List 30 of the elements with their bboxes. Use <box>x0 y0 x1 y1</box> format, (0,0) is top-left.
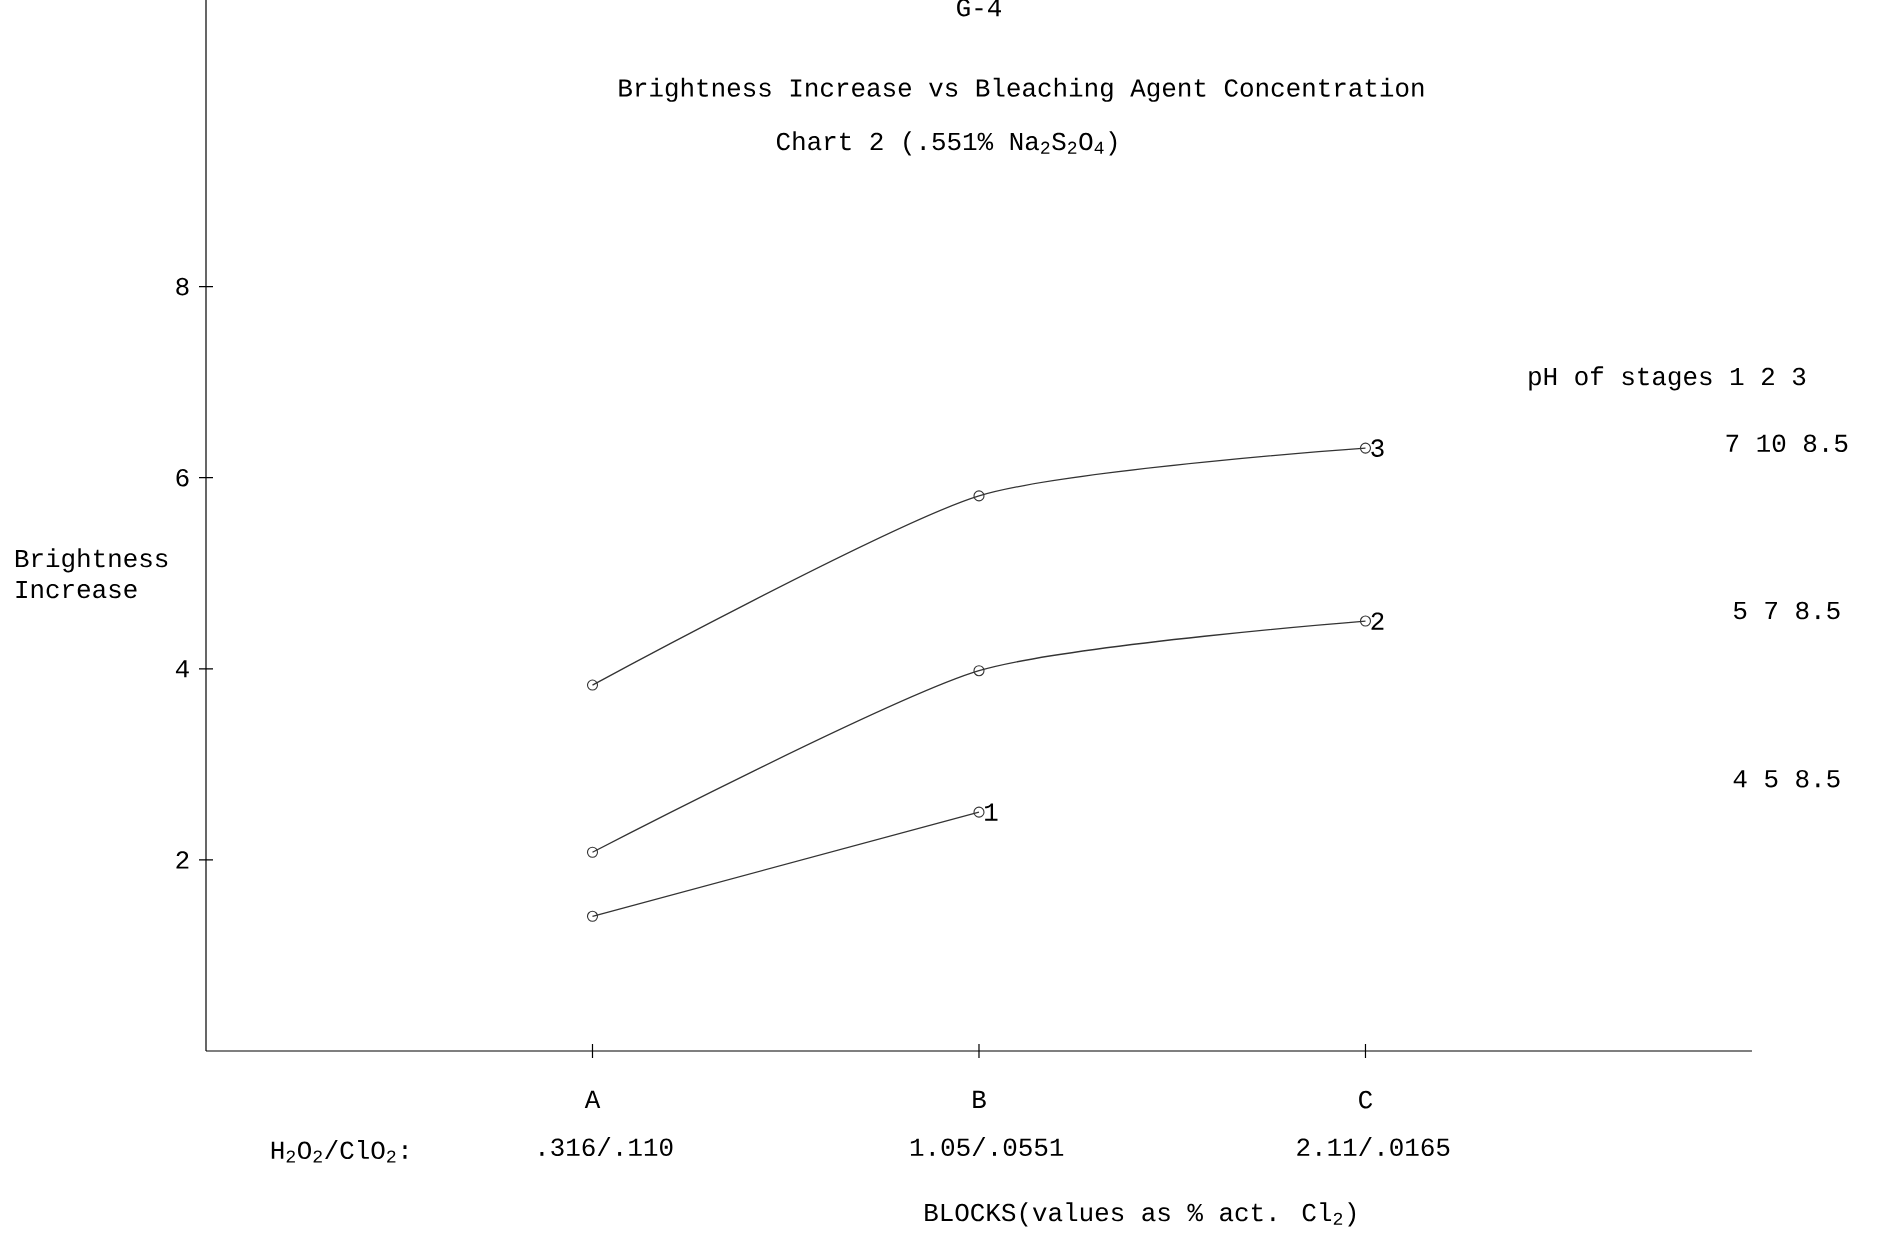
x-tick-label: A <box>584 1090 601 1108</box>
annotation: 5 7 8.5 <box>1733 601 1840 620</box>
annotation: 7 10 8.5 <box>1726 434 1848 453</box>
x-tick-label: B <box>973 1090 986 1108</box>
series-label: 2 <box>1371 612 1384 630</box>
point <box>973 490 985 502</box>
text: .316/.110 <box>540 1137 673 1157</box>
point <box>1359 442 1372 454</box>
series-label: 1 <box>985 803 998 821</box>
text: Chart 2 (.551% Na$_{2}$S$_{2}$O$_{4}$) <box>776 131 1117 156</box>
point <box>586 846 599 858</box>
y-tick-label: 8 <box>176 277 189 296</box>
point <box>1359 615 1372 627</box>
point <box>586 910 599 922</box>
point <box>586 679 599 691</box>
point <box>973 806 985 818</box>
point <box>973 665 985 677</box>
annotation: pH of stages 1 2 3 <box>1529 366 1806 391</box>
y-tick-label: 6 <box>176 468 189 487</box>
y-axis-title: Brightness Increase <box>15 548 168 599</box>
text: H$_{2}$O$_{2}$/ClO$_{2}$: <box>271 1140 407 1163</box>
text: Brightness Increase vs Bleaching Agent Concentration <box>619 77 1424 102</box>
series-label: 3 <box>1371 439 1384 457</box>
y-tick-label: 4 <box>175 660 189 678</box>
x-tick-label: C <box>1359 1090 1373 1109</box>
x-axis-title: BLOCKS(values as % act. Cl$_{2}$) <box>925 1202 1356 1227</box>
y-tick-label: 2 <box>176 851 189 869</box>
annotation: 4 5 8.5 <box>1733 769 1840 788</box>
text: 1.05/.0551 <box>910 1137 1064 1157</box>
text: 2.11/.0165 <box>1297 1137 1450 1157</box>
